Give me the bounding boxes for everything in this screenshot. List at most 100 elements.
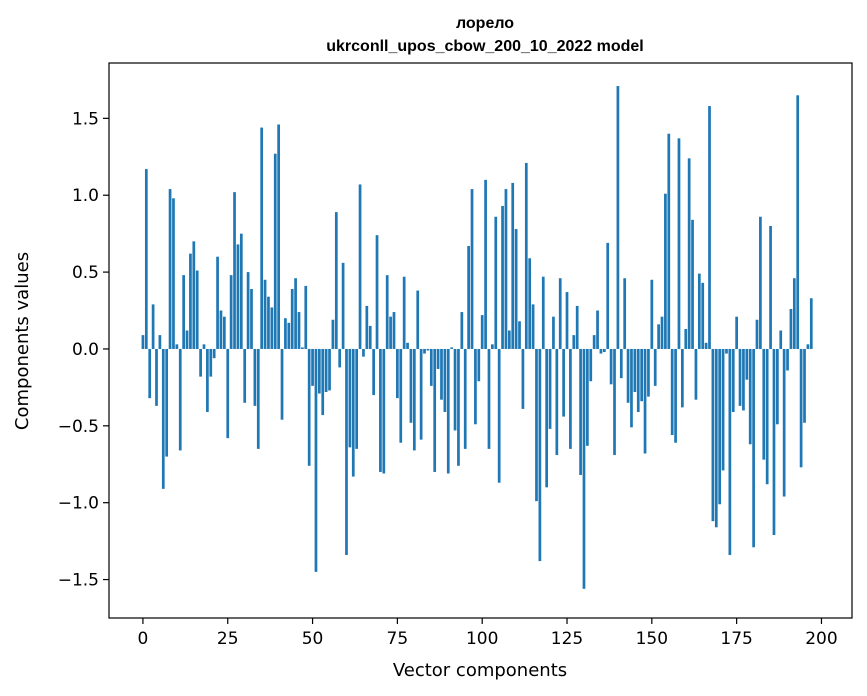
bar [677,138,681,349]
bar [725,348,728,354]
bar [141,335,145,349]
bar [511,182,515,349]
x-tick-label: 100 [466,629,498,649]
bar [260,127,264,349]
bar [304,285,308,349]
bar [759,216,762,349]
bar [382,348,386,474]
y-tick-label: 0.5 [72,263,99,283]
bar [704,342,708,349]
bar [368,325,372,349]
bar [586,348,589,446]
bar [429,348,433,386]
bar [664,193,667,349]
bar [487,348,491,449]
bar [507,330,511,349]
bar [409,348,413,423]
bar [277,124,280,349]
bar [426,348,430,351]
bar [742,348,745,411]
bar [762,348,766,460]
y-axis-ticks: −1.5 −1.0 −0.5 0.0 0.5 1.0 1.5 [58,109,109,591]
bar [480,315,484,349]
bar [209,348,213,377]
bar [457,348,460,466]
bar [718,348,722,505]
bar [776,348,779,425]
bar [250,288,253,349]
bar [182,275,185,349]
bar [317,348,321,394]
bar [670,348,674,436]
bar [803,348,806,423]
bar [433,348,437,472]
bar [155,348,158,406]
bar [290,288,294,349]
bar [477,348,481,382]
bar [362,348,365,357]
bar [806,344,810,349]
bar [236,244,240,349]
bar [548,348,552,429]
bars-group [141,86,813,589]
bar [158,335,162,349]
bar [735,316,739,349]
bar [175,344,179,349]
bar [280,348,284,420]
bar [555,348,559,456]
bar [796,95,800,349]
bar [192,241,196,349]
chart-title-line-1: лорело [456,15,514,32]
bar [358,184,362,349]
bar [348,348,352,448]
bar [681,348,684,408]
bar [552,316,555,349]
x-axis-ticks: 0 25 50 75 100 125 150 175 200 [138,618,838,649]
bar [453,348,457,431]
bar [609,348,613,385]
bar [626,348,630,403]
bar [253,348,257,406]
bar [331,319,335,349]
bar [575,305,579,349]
bar [263,279,267,349]
bar [524,162,528,349]
bar [470,189,474,349]
bar [769,225,772,349]
bar [199,348,202,377]
bar [385,275,389,349]
bar [501,205,504,349]
bar [185,330,189,349]
bar [406,342,409,349]
bar [701,282,705,349]
bar [460,312,464,349]
bar [321,348,325,416]
bar [714,348,718,528]
bar [301,347,304,349]
bar [643,348,647,454]
bar [569,348,572,449]
chart-title-line-2: ukrconll_upos_cbow_200_10_2022 model [326,38,643,55]
bar [531,304,535,349]
bar [596,310,599,349]
x-tick-label: 150 [636,629,668,649]
bar [206,348,209,412]
bar [144,169,148,349]
bar [541,276,545,349]
bar [745,348,749,380]
bar [494,216,498,349]
bar [195,270,199,349]
y-tick-label: −1.0 [58,494,99,514]
bar [229,275,233,349]
bar [446,348,450,474]
bar [792,278,796,349]
bar [338,348,342,368]
bar [311,348,314,386]
bar [558,278,562,349]
bar [630,348,633,428]
bar [518,321,521,349]
bar [365,305,369,349]
bar [226,348,230,439]
bar [212,348,216,359]
